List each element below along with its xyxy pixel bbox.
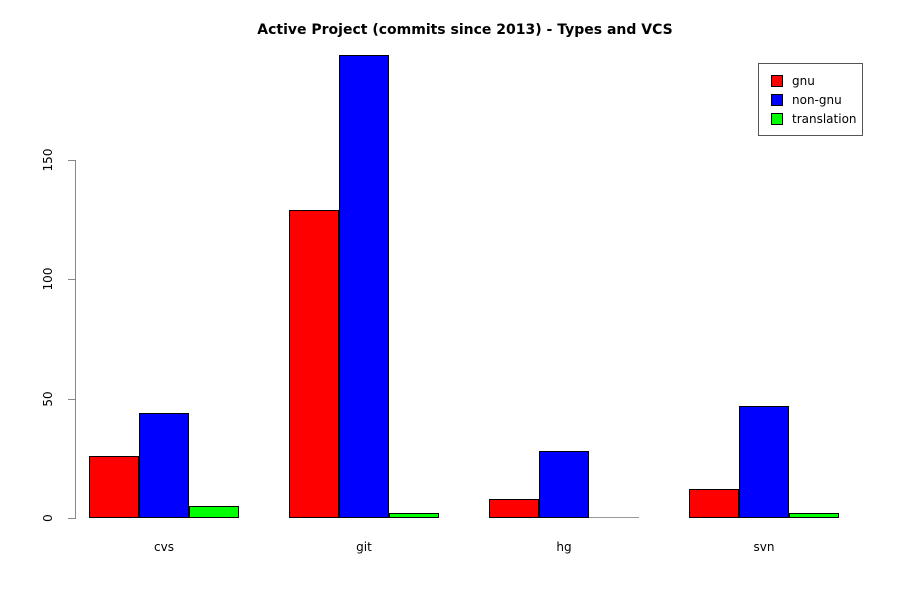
legend: gnu non-gnu translation: [758, 63, 863, 136]
legend-swatch-non-gnu: [771, 93, 783, 106]
bar-translation-svn: [789, 513, 839, 518]
bar-gnu-hg: [489, 499, 539, 518]
bar-translation-git: [389, 513, 439, 518]
bar-non-gnu-cvs: [139, 413, 189, 518]
bar-non-gnu-svn: [739, 406, 789, 518]
bar-gnu-git: [289, 210, 339, 518]
legend-label: translation: [792, 111, 857, 126]
x-category-label-git: git: [356, 540, 372, 554]
bar-translation-cvs: [189, 506, 239, 518]
legend-item-gnu: gnu: [771, 71, 852, 90]
chart-title: Active Project (commits since 2013) - Ty…: [257, 22, 673, 38]
legend-label: gnu: [792, 73, 815, 88]
legend-item-non-gnu: non-gnu: [771, 90, 852, 109]
x-category-label-hg: hg: [556, 540, 572, 554]
y-tick: [68, 279, 75, 281]
bar-non-gnu-hg: [539, 451, 589, 518]
y-tick-label: 150: [41, 148, 55, 172]
y-tick: [68, 160, 75, 161]
legend-item-translation: translation: [771, 109, 857, 128]
y-tick-label: 0: [41, 514, 55, 522]
y-tick: [68, 518, 75, 519]
bar-gnu-svn: [689, 489, 739, 518]
bar-translation-hg: [589, 517, 639, 518]
y-tick: [68, 398, 75, 400]
legend-swatch-gnu: [771, 74, 783, 87]
legend-label: non-gnu: [792, 92, 842, 107]
y-tick-label: 100: [41, 267, 55, 291]
bar-gnu-cvs: [89, 456, 139, 518]
y-tick-label: 50: [41, 391, 55, 407]
x-category-label-svn: svn: [753, 540, 775, 554]
bar-non-gnu-git: [339, 55, 389, 518]
y-axis-line: [75, 160, 76, 519]
legend-swatch-translation: [771, 112, 783, 125]
x-category-label-cvs: cvs: [154, 540, 174, 554]
